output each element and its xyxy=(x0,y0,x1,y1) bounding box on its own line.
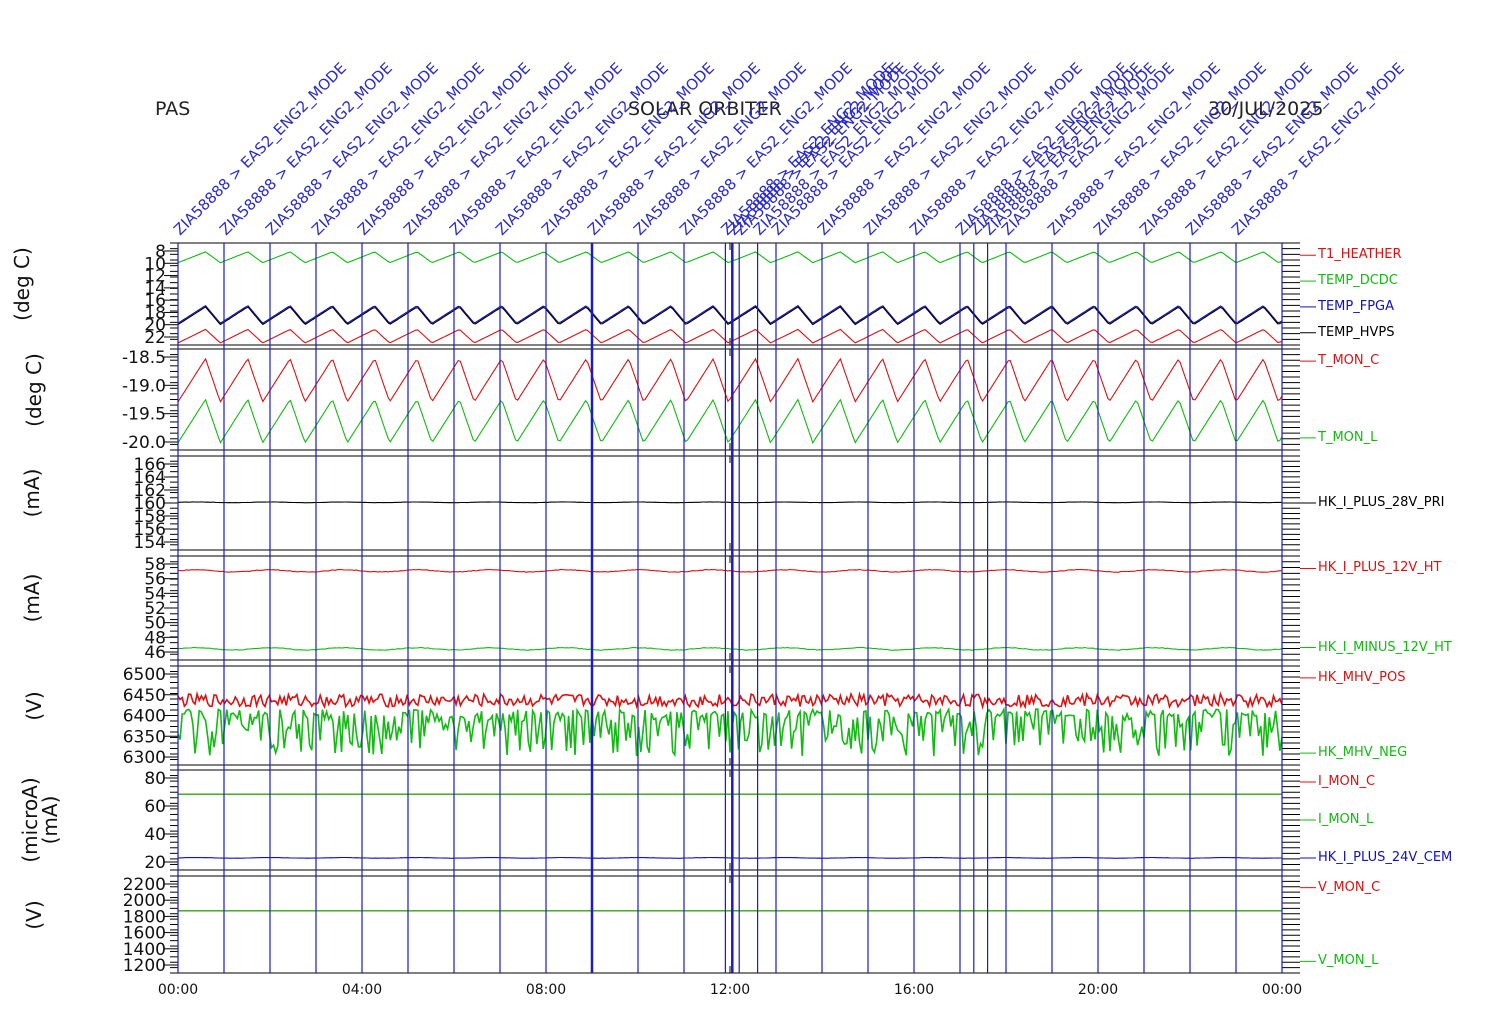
y-tick-label: 56 xyxy=(144,570,166,590)
legend-label: I_MON_L xyxy=(1318,812,1374,827)
legend-label: HK_I_PLUS_12V_HT xyxy=(1318,560,1442,576)
legend-label: V_MON_C xyxy=(1318,879,1381,895)
y-axis-label: (deg C) xyxy=(10,247,34,321)
series-line xyxy=(177,251,1283,264)
series-line xyxy=(177,568,1282,573)
mission-label: SOLAR ORBITER xyxy=(628,98,782,120)
legend-label: T1_HEATHER xyxy=(1318,247,1402,263)
y-tick-label: 6400 xyxy=(123,707,166,727)
y-tick-label: 16 xyxy=(144,291,166,311)
x-tick-label: 04:00 xyxy=(342,982,382,998)
x-tick-label: 12:00 xyxy=(710,982,750,998)
y-tick-label: 1400 xyxy=(123,940,166,960)
legend-label: TEMP_HVPS xyxy=(1318,324,1395,340)
legend-label: HK_MHV_NEG xyxy=(1318,745,1408,761)
x-tick-label: 00:00 xyxy=(1262,982,1302,998)
series-line xyxy=(177,706,1283,757)
x-tick-label: 20:00 xyxy=(1078,982,1118,998)
y-tick-label: 12 xyxy=(144,267,166,287)
legend-label: TEMP_DCDC xyxy=(1318,273,1398,289)
y-tick-label: 166 xyxy=(134,455,166,475)
y-tick-label: -20.0 xyxy=(122,433,166,453)
legend-label: HK_I_MINUS_12V_HT xyxy=(1318,639,1452,655)
y-tick-label: 1800 xyxy=(123,907,166,927)
y-tick-label: 50 xyxy=(144,614,166,634)
legend-label: T_MON_C xyxy=(1318,353,1380,369)
panel-frame xyxy=(177,769,1283,871)
y-tick-label: 2000 xyxy=(123,891,166,911)
series-line xyxy=(177,501,1283,504)
y-tick-label: 18 xyxy=(144,303,166,323)
y-tick-label: 10 xyxy=(144,254,166,274)
y-tick-label: 20 xyxy=(144,853,166,873)
y-tick-label: 40 xyxy=(144,825,166,845)
y-tick-label: 162 xyxy=(134,481,166,501)
y-tick-label: 60 xyxy=(144,797,166,817)
y-tick-label: 1200 xyxy=(123,956,166,976)
panel-frame xyxy=(177,242,1283,346)
series-line xyxy=(177,357,1283,404)
panel-frame xyxy=(177,875,1283,974)
y-axis-label: (V) xyxy=(22,690,46,721)
y-tick-label: 2200 xyxy=(123,875,166,895)
y-tick-label: -18.5 xyxy=(122,348,166,368)
y-axis-label: (V) xyxy=(22,899,46,930)
y-tick-label: 156 xyxy=(134,520,166,540)
y-tick-label: 14 xyxy=(144,279,166,299)
y-tick-label: 1600 xyxy=(123,924,166,944)
x-tick-label: 16:00 xyxy=(894,982,934,998)
y-axis-label: (mA) xyxy=(20,573,44,623)
y-tick-label: 20 xyxy=(144,316,166,336)
panel-frame xyxy=(177,555,1283,661)
y-tick-label: 48 xyxy=(144,628,166,648)
series-line xyxy=(178,646,1283,651)
legend-label: T_MON_L xyxy=(1318,429,1378,445)
y-tick-label: 80 xyxy=(144,769,166,789)
y-tick-label: 164 xyxy=(134,468,166,488)
y-tick-label: 8 xyxy=(155,242,166,262)
date-label: 30/JUL/2025 xyxy=(1208,98,1324,120)
x-tick-label: 08:00 xyxy=(526,982,566,998)
series-line xyxy=(178,856,1283,859)
y-tick-label: 154 xyxy=(134,533,166,553)
legend-label: HK_MHV_POS xyxy=(1318,669,1406,685)
x-tick-label: 00:00 xyxy=(158,982,198,998)
y-tick-label: 22 xyxy=(144,328,166,348)
y-tick-label: 46 xyxy=(144,643,166,663)
instrument-label: PAS xyxy=(155,98,191,120)
y-tick-label: -19.5 xyxy=(122,405,166,425)
y-tick-label: 6300 xyxy=(123,748,166,768)
y-axis-label: (mA) xyxy=(20,468,44,518)
y-tick-label: 158 xyxy=(134,507,166,527)
legend-label: HK_I_PLUS_24V_CEM xyxy=(1318,850,1453,865)
y-tick-label: 52 xyxy=(144,599,166,619)
y-tick-label: 6350 xyxy=(123,727,166,747)
legend-label: I_MON_C xyxy=(1318,774,1376,789)
legend-label: HK_I_PLUS_28V_PRI xyxy=(1318,495,1445,510)
y-tick-label: 6500 xyxy=(123,665,166,685)
y-tick-label: 6450 xyxy=(123,686,166,706)
legend-label: V_MON_L xyxy=(1318,953,1379,969)
legend-label: TEMP_FPGA xyxy=(1318,298,1394,314)
y-tick-label: 58 xyxy=(144,555,166,575)
y-tick-label: 54 xyxy=(144,584,166,604)
y-axis-label: (deg C) xyxy=(22,352,46,427)
series-line xyxy=(177,398,1283,445)
y-tick-label: 160 xyxy=(134,494,166,514)
series-line xyxy=(177,690,1283,711)
y-tick-label: -19.0 xyxy=(122,376,166,396)
